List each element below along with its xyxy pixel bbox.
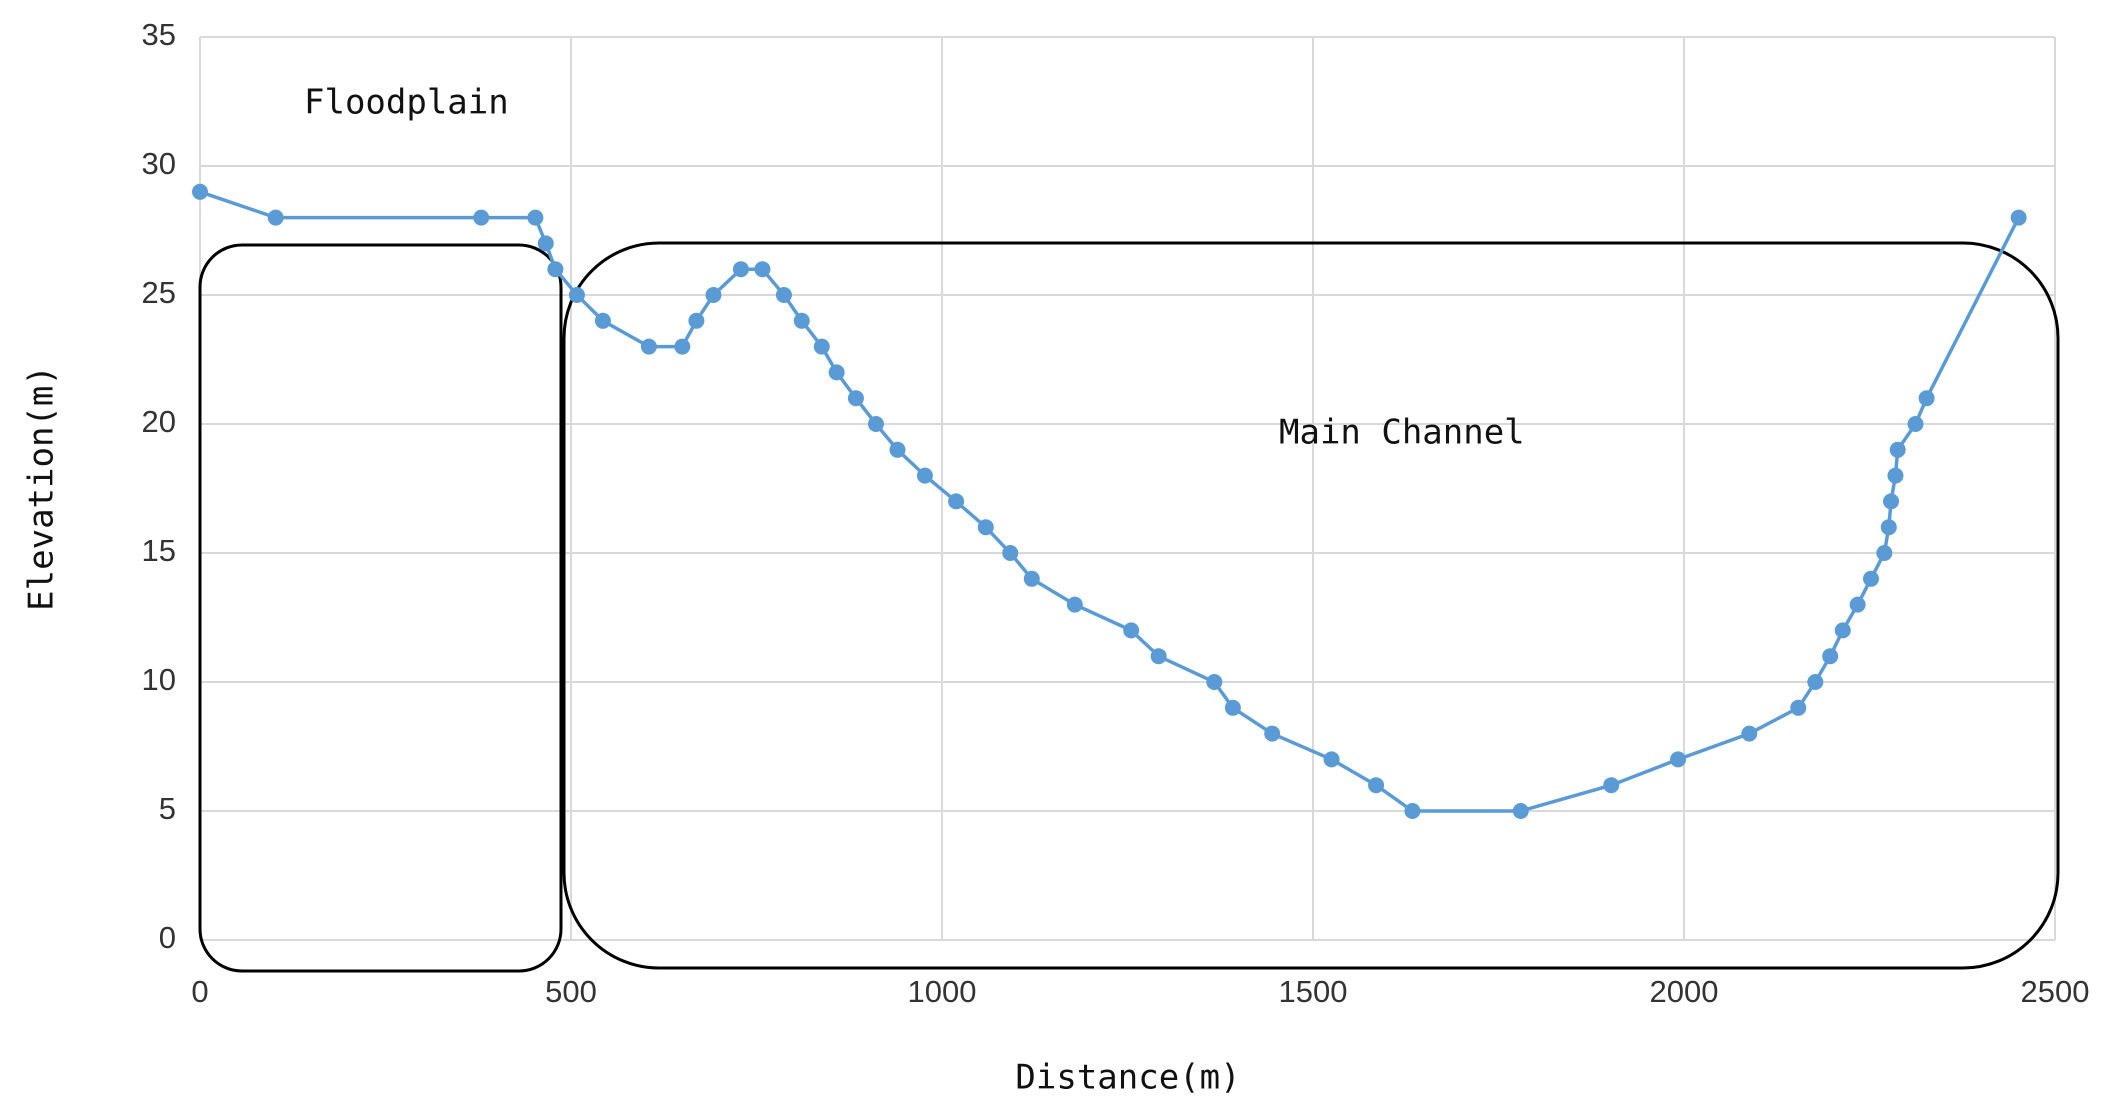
data-point bbox=[1512, 803, 1529, 819]
x-tick-label: 1000 bbox=[908, 974, 977, 1009]
data-point bbox=[267, 209, 284, 226]
data-point bbox=[775, 287, 792, 303]
main-channel-box bbox=[562, 241, 2060, 970]
data-point bbox=[867, 416, 884, 432]
data-point bbox=[793, 312, 810, 329]
y-tick-label: 25 bbox=[142, 275, 176, 310]
y-tick-label: 35 bbox=[142, 17, 176, 52]
floodplain-box bbox=[198, 243, 563, 973]
annotation: Floodplain bbox=[304, 83, 509, 123]
data-point bbox=[688, 312, 705, 329]
series bbox=[192, 183, 2027, 819]
data-point bbox=[568, 287, 585, 303]
data-point bbox=[977, 519, 994, 536]
data-point bbox=[1862, 570, 1879, 587]
data-point bbox=[732, 261, 749, 278]
data-point bbox=[754, 261, 771, 278]
x-tick-label: 2500 bbox=[2021, 974, 2090, 1009]
data-point bbox=[889, 441, 906, 458]
data-point bbox=[916, 467, 933, 484]
data-point bbox=[828, 364, 845, 381]
x-tick-label: 500 bbox=[545, 974, 597, 1009]
data-point bbox=[1264, 725, 1281, 742]
data-point bbox=[1206, 674, 1223, 690]
data-point bbox=[1880, 519, 1897, 536]
data-point bbox=[1834, 622, 1851, 639]
y-tick-label: 5 bbox=[159, 791, 176, 826]
data-point bbox=[1741, 725, 1758, 742]
data-point bbox=[1023, 570, 1040, 587]
y-tick-label: 30 bbox=[142, 146, 176, 181]
data-point bbox=[1224, 699, 1241, 716]
data-point bbox=[1066, 596, 1083, 613]
data-point bbox=[813, 338, 830, 355]
y-tick-label: 0 bbox=[159, 920, 176, 955]
data-point bbox=[192, 183, 208, 200]
data-point bbox=[1002, 545, 1019, 561]
data-point bbox=[640, 338, 657, 355]
x-tick-label: 0 bbox=[191, 974, 208, 1009]
data-point bbox=[547, 261, 564, 278]
data-point bbox=[1822, 648, 1839, 665]
data-point bbox=[1849, 596, 1866, 613]
data-point bbox=[847, 390, 864, 407]
data-point bbox=[527, 209, 544, 226]
annotation: Main Channel bbox=[1279, 413, 1525, 453]
data-point bbox=[1368, 777, 1385, 794]
data-point bbox=[1670, 751, 1687, 768]
data-point bbox=[948, 493, 965, 510]
y-tick-label: 15 bbox=[142, 533, 176, 568]
data-point bbox=[1123, 622, 1140, 639]
y-axis-label: Elevation(m) bbox=[22, 365, 62, 611]
data-point bbox=[1887, 467, 1904, 484]
x-tick-label: 2000 bbox=[1650, 974, 1719, 1009]
data-point bbox=[1918, 390, 1935, 407]
series-line bbox=[199, 190, 2021, 813]
data-point bbox=[1323, 751, 1340, 768]
y-tick-label: 10 bbox=[142, 662, 176, 697]
x-tick-label: 1500 bbox=[1279, 974, 1348, 1009]
data-point bbox=[705, 287, 722, 303]
data-point bbox=[473, 209, 490, 226]
data-point bbox=[1603, 777, 1620, 794]
data-point bbox=[1807, 674, 1824, 690]
x-axis-label: Distance(m) bbox=[1015, 1058, 1240, 1098]
data-point bbox=[1889, 441, 1906, 458]
data-point bbox=[1150, 648, 1167, 665]
data-point bbox=[537, 235, 554, 252]
data-point bbox=[1883, 493, 1900, 510]
data-point bbox=[2010, 209, 2027, 226]
data-point bbox=[594, 312, 611, 329]
data-point bbox=[1876, 545, 1893, 561]
data-point bbox=[1790, 699, 1807, 716]
data-point bbox=[674, 338, 691, 355]
data-point bbox=[1907, 416, 1924, 432]
data-point bbox=[1404, 803, 1421, 819]
y-tick-label: 20 bbox=[142, 404, 176, 439]
grid bbox=[199, 36, 2056, 941]
